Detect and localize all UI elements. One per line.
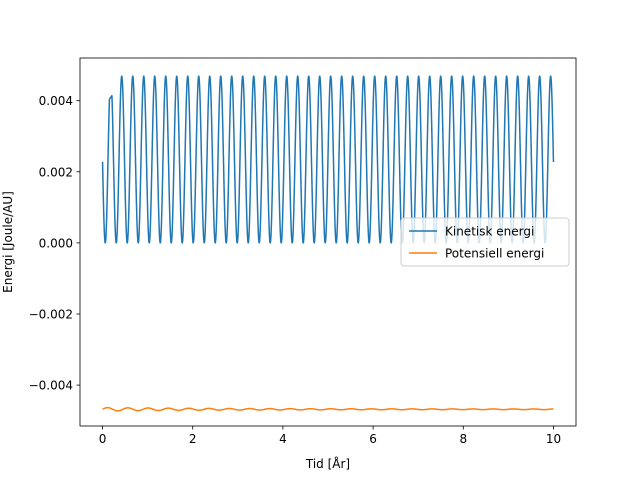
x-tick-label: 8	[459, 432, 467, 446]
x-tick-label: 6	[369, 432, 377, 446]
y-tick-label: −0.002	[29, 308, 73, 322]
axes-frame	[79, 57, 577, 427]
legend-label: Kinetisk energi	[445, 225, 534, 239]
y-tick-label: 0.002	[39, 165, 73, 179]
x-axis-label: Tid [År]	[305, 456, 350, 471]
x-tick-label: 10	[546, 432, 561, 446]
y-tick-label: −0.004	[29, 379, 73, 393]
axes: 0 2 4 6 8 10 −0.004 −0.002 0.000 0.002 0.004	[29, 57, 577, 446]
y-tick-label: 0.004	[39, 94, 73, 108]
y-axis-label: Energi [Joule/AU]	[1, 191, 15, 293]
x-tick-label: 2	[189, 432, 197, 446]
legend-box	[400, 217, 570, 267]
series-line-potensiell-energi	[101, 406, 555, 412]
y-tick-label: 0.000	[39, 236, 73, 250]
legend-label: Potensiell energi	[445, 247, 544, 261]
x-tick-label: 0	[99, 432, 107, 446]
x-tick-label: 4	[279, 432, 287, 446]
legend: Kinetisk energi Potensiell energi	[400, 217, 570, 267]
